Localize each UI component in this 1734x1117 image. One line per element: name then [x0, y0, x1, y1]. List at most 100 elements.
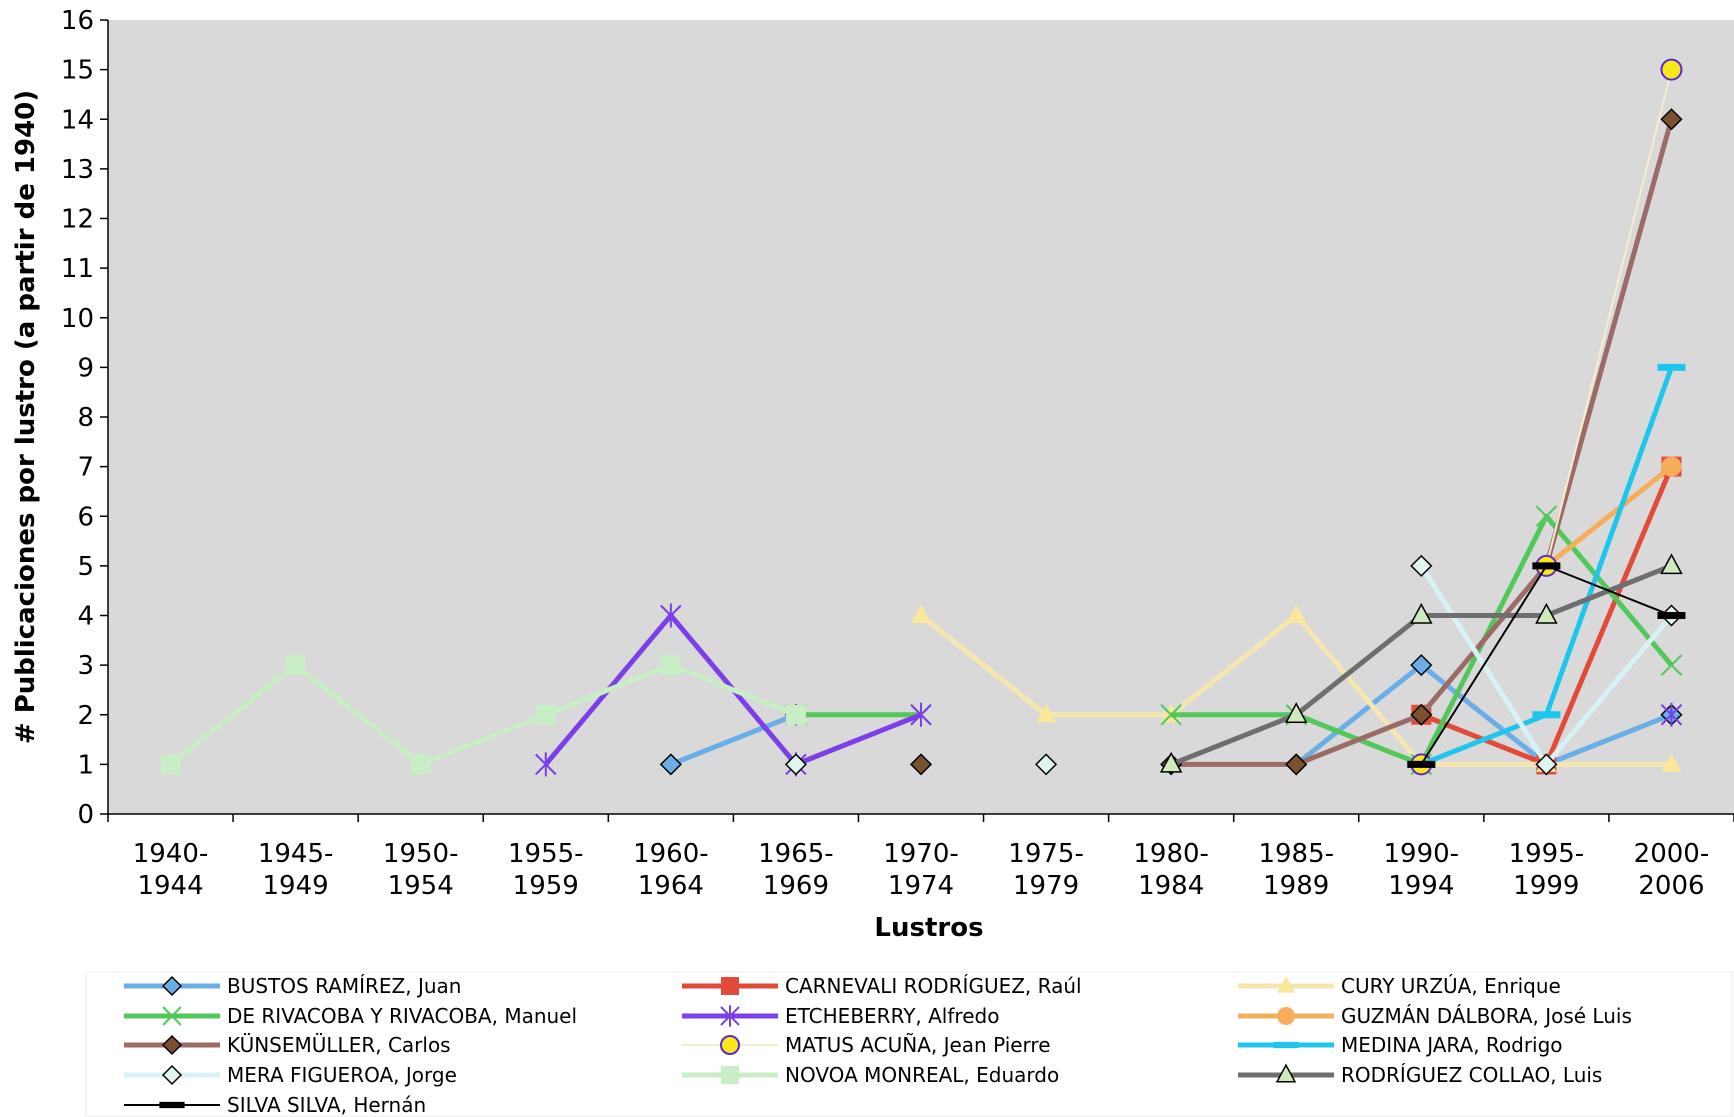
data-point [160, 754, 181, 775]
y-tick-label: 4 [77, 602, 94, 632]
x-tick-label: 1950-1954 [383, 839, 459, 901]
data-point [909, 753, 933, 776]
legend-marker [161, 1064, 183, 1086]
legend-label: CURY URZÚA, Enrique [1341, 974, 1561, 998]
y-tick-label: 15 [61, 56, 94, 86]
series-line [1544, 464, 1674, 568]
data-point [659, 753, 682, 776]
data-point [1660, 553, 1683, 575]
data-point [1284, 702, 1308, 723]
x-tick-label: 1985-1989 [1258, 839, 1334, 901]
data-point [1535, 505, 1558, 527]
data-point [1657, 612, 1686, 619]
y-tick-label: 10 [61, 304, 94, 334]
data-point [910, 702, 932, 727]
data-point [1535, 753, 1558, 776]
y-tick-label: 1 [77, 750, 94, 780]
data-point [285, 655, 306, 676]
data-point [660, 603, 682, 628]
y-tick-label: 13 [61, 155, 94, 185]
data-point [1661, 753, 1682, 772]
data-point [1035, 753, 1058, 776]
x-tick-label: 1995-1999 [1509, 839, 1585, 901]
legend-label: ETCHEBERRY, Alfredo [785, 1004, 999, 1028]
x-tick-label: 1990-1994 [1384, 839, 1460, 901]
x-tick-label: 1960-1964 [633, 839, 709, 901]
legend-label: RODRÍGUEZ COLLAO, Luis [1341, 1063, 1602, 1087]
data-point [1410, 554, 1433, 577]
y-tick-label: 8 [77, 403, 94, 433]
data-point [1410, 602, 1433, 624]
legend-marker [161, 1034, 183, 1056]
legend-label: DE RIVACOBA Y RIVACOBA, Manuel [227, 1004, 577, 1028]
legend-item: GUZMÁN DÁLBORA, José Luis [1238, 1004, 1632, 1028]
legend-marker [1277, 1007, 1295, 1025]
legend-marker [720, 1005, 740, 1027]
y-axis-title: # Publicaciones por lustro (a partir de … [11, 90, 41, 744]
legend-marker [1275, 1063, 1297, 1083]
series-group [160, 58, 1686, 777]
data-point [1410, 654, 1433, 677]
legend-item: MEDINA JARA, Rodrigo [1238, 1033, 1563, 1057]
data-point [785, 704, 806, 725]
x-tick-labels: 1940-1944 1945-1949 1950-1954 1955-1959 1960… [133, 839, 1709, 901]
legend-item: ETCHEBERRY, Alfredo [682, 1004, 999, 1028]
data-point [1535, 602, 1558, 624]
legend-item: MATUS ACUÑA, Jean Pierre [682, 1033, 1051, 1057]
y-tick-label: 7 [77, 453, 94, 483]
legend: BUSTOS RAMÍREZ, Juan CARNEVALI RODRÍGUEZ,… [124, 974, 1632, 1117]
y-tick-label: 12 [61, 205, 94, 235]
y-tick-label: 11 [61, 254, 94, 284]
x-tick-label: 1970-1974 [883, 839, 959, 901]
legend-item: CURY URZÚA, Enrique [1238, 974, 1561, 998]
x-tick-label: 1965-1969 [758, 839, 834, 901]
data-point [1036, 703, 1057, 723]
legend-marker [720, 1035, 740, 1055]
y-tick-label: 0 [77, 800, 94, 830]
legend-label: KÜNSEMÜLLER, Carlos [227, 1033, 451, 1057]
series-line [669, 712, 797, 767]
x-tick-label: 1945-1949 [258, 839, 334, 901]
y-tick-label: 6 [77, 502, 94, 532]
data-point [1160, 704, 1182, 726]
data-point [1532, 711, 1561, 719]
series-6 [909, 108, 1683, 776]
x-tick-label: 1975-1979 [1008, 839, 1084, 901]
y-tick-label: 3 [77, 651, 94, 681]
data-point [1532, 562, 1561, 570]
data-point [660, 655, 681, 676]
legend-marker [721, 1066, 739, 1084]
series-line [168, 662, 797, 767]
data-point [1661, 456, 1682, 477]
legend-box [85, 971, 1733, 1117]
data-point [535, 704, 556, 725]
legend-item: KÜNSEMÜLLER, Carlos [124, 1033, 451, 1057]
data-point [1657, 363, 1686, 371]
series-10 [160, 655, 806, 775]
legend-marker [161, 975, 183, 997]
y-tick-label: 16 [61, 6, 94, 36]
y-tick-label: 9 [77, 353, 94, 383]
plot-area [108, 20, 1734, 814]
axes [100, 19, 1734, 822]
data-point [1660, 702, 1683, 727]
x-tick-label: 1955-1959 [508, 839, 584, 901]
legend-marker [159, 1101, 185, 1109]
legend-label: NOVOA MONREAL, Eduardo [785, 1063, 1059, 1087]
data-point [784, 753, 807, 776]
legend-label: SILVA SILVA, Hernán [227, 1093, 426, 1117]
legend-item: MERA FIGUEROA, Jorge [124, 1063, 457, 1087]
data-point [1660, 58, 1683, 81]
legend-label: MATUS ACUÑA, Jean Pierre [785, 1033, 1051, 1057]
y-tick-label: 14 [61, 105, 94, 135]
legend-label: MERA FIGUEROA, Jorge [227, 1063, 457, 1087]
data-point [535, 752, 557, 777]
legend-label: CARNEVALI RODRÍGUEZ, Raúl [785, 974, 1082, 998]
data-point [1286, 604, 1307, 623]
y-tick-label: 2 [77, 701, 94, 731]
x-tick-label: 1980-1984 [1133, 839, 1209, 901]
legend-marker [721, 977, 739, 995]
data-point [1660, 108, 1683, 131]
